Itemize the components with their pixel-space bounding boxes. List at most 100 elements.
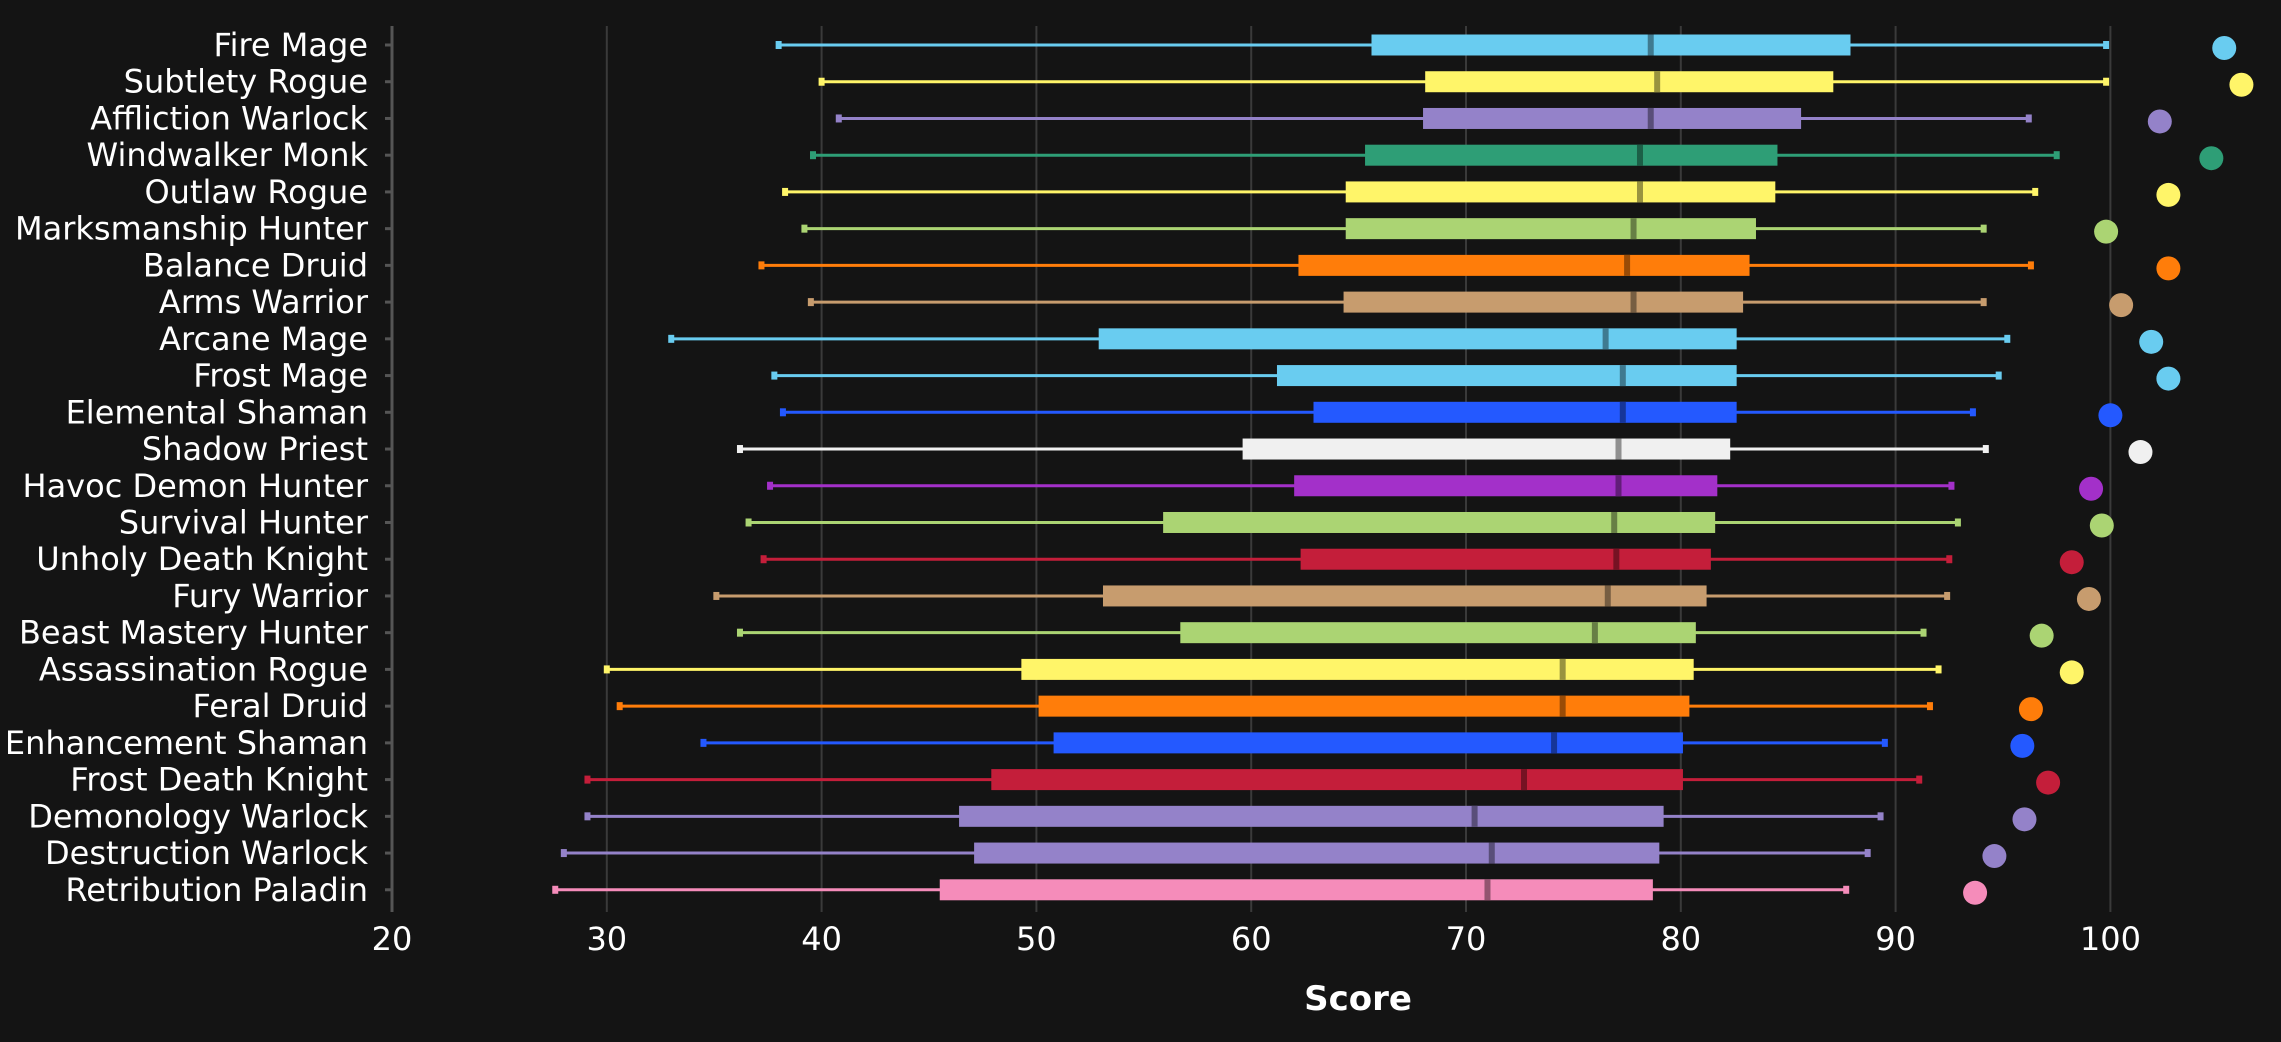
box-row bbox=[668, 328, 2164, 354]
category-label: Frost Death Knight bbox=[70, 761, 368, 799]
whisker-max-cap bbox=[1916, 775, 1923, 784]
whisker-min-cap bbox=[560, 849, 567, 858]
category-label: Retribution Paladin bbox=[65, 871, 368, 909]
iqr-box bbox=[939, 879, 1653, 901]
box-row bbox=[818, 71, 2254, 97]
whisker-max-cap bbox=[2027, 261, 2034, 270]
whisker-min-cap bbox=[736, 628, 743, 637]
whisker-min-cap bbox=[807, 298, 814, 307]
whisker-max-cap bbox=[2053, 151, 2060, 160]
box-row bbox=[775, 34, 2237, 60]
category-label: Fury Warrior bbox=[172, 577, 369, 615]
iqr-box bbox=[1102, 585, 1707, 607]
whisker-max-cap bbox=[1926, 702, 1933, 711]
top-score-dot bbox=[2036, 770, 2061, 795]
whisker-max-cap bbox=[1944, 591, 1951, 600]
whisker-min-cap bbox=[835, 114, 842, 123]
whisker-max-cap bbox=[1920, 628, 1927, 637]
iqr-box bbox=[1038, 695, 1690, 717]
iqr-box bbox=[1423, 107, 1802, 129]
whisker-min-cap bbox=[584, 812, 591, 821]
iqr-box bbox=[1313, 401, 1737, 423]
top-score-dot bbox=[2076, 586, 2101, 611]
category-label: Affliction Warlock bbox=[90, 99, 368, 137]
box-row bbox=[767, 475, 2104, 501]
whisker-max-cap bbox=[1843, 885, 1850, 894]
top-score-dot bbox=[1982, 844, 2007, 869]
box-row bbox=[584, 805, 2037, 832]
median-marker bbox=[1654, 71, 1661, 93]
whisker-min-cap bbox=[552, 885, 559, 894]
whisker-min-cap bbox=[745, 518, 752, 527]
whisker-max-cap bbox=[1946, 555, 1953, 564]
whisker-min-cap bbox=[603, 665, 610, 674]
top-score-dot bbox=[2156, 256, 2181, 281]
whisker-min-cap bbox=[700, 738, 707, 747]
whisker-min-cap bbox=[584, 775, 591, 784]
box-row bbox=[782, 181, 2181, 207]
category-label: Enhancement Shaman bbox=[5, 724, 368, 762]
whisker-min-cap bbox=[779, 408, 786, 417]
top-score-dot bbox=[2059, 550, 2084, 575]
box-row bbox=[810, 144, 2224, 171]
box-row bbox=[584, 769, 2061, 795]
grid-lines bbox=[605, 26, 2112, 912]
median-marker bbox=[1484, 879, 1491, 901]
x-axis-title: Score bbox=[1304, 979, 1412, 1019]
top-score-dot bbox=[2094, 219, 2119, 244]
category-label: Balance Druid bbox=[143, 246, 368, 284]
top-score-dot bbox=[2109, 293, 2134, 318]
iqr-box bbox=[1345, 218, 1756, 240]
median-marker bbox=[1615, 438, 1622, 460]
whisker-min-cap bbox=[713, 591, 720, 600]
iqr-box bbox=[1371, 34, 1851, 56]
x-tick-label: 100 bbox=[2080, 920, 2141, 958]
box-row bbox=[835, 107, 2172, 134]
median-marker bbox=[1471, 805, 1478, 827]
whisker-min-cap bbox=[736, 445, 743, 454]
median-marker bbox=[1551, 732, 1558, 754]
median-marker bbox=[1636, 181, 1643, 203]
median-marker bbox=[1624, 254, 1631, 276]
box-row bbox=[713, 585, 2101, 611]
whisker-max-cap bbox=[2004, 334, 2011, 343]
iqr-box bbox=[974, 842, 1660, 864]
category-label: Havoc Demon Hunter bbox=[23, 467, 369, 505]
top-score-dot bbox=[2059, 660, 2084, 685]
whisker-min-cap bbox=[616, 702, 623, 711]
category-label: Survival Hunter bbox=[119, 503, 369, 541]
iqr-box bbox=[1163, 511, 1716, 533]
x-tick-label: 50 bbox=[1016, 920, 1057, 958]
whisker-min-cap bbox=[760, 555, 767, 564]
iqr-box bbox=[1098, 328, 1737, 350]
box-row bbox=[771, 365, 2181, 391]
top-score-dot bbox=[2156, 182, 2181, 207]
category-label: Windwalker Monk bbox=[87, 136, 369, 174]
whisker-max-cap bbox=[2025, 114, 2032, 123]
whisker-max-cap bbox=[1935, 665, 1942, 674]
category-label: Frost Mage bbox=[193, 357, 368, 395]
top-score-dot bbox=[2212, 36, 2237, 60]
whisker-min-cap bbox=[775, 41, 782, 49]
box-row bbox=[760, 548, 2084, 575]
iqr-box bbox=[1021, 658, 1694, 680]
median-marker bbox=[1615, 475, 1622, 497]
category-label: Unholy Death Knight bbox=[36, 540, 368, 578]
whisker-max-cap bbox=[2032, 187, 2039, 196]
median-marker bbox=[1630, 291, 1637, 313]
box-row bbox=[801, 218, 2119, 244]
median-marker bbox=[1488, 842, 1495, 864]
box-row bbox=[552, 879, 1988, 905]
iqr-box bbox=[1298, 254, 1750, 276]
whisker-max-cap bbox=[1881, 738, 1888, 747]
category-label: Fire Mage bbox=[214, 26, 369, 64]
iqr-box bbox=[1242, 438, 1731, 460]
box-row bbox=[616, 695, 2043, 722]
box-series bbox=[552, 34, 2254, 905]
x-tick-label: 60 bbox=[1231, 920, 1272, 958]
box-row bbox=[758, 254, 2181, 281]
x-tick-label: 70 bbox=[1446, 920, 1487, 958]
whisker-max-cap bbox=[1969, 408, 1976, 417]
